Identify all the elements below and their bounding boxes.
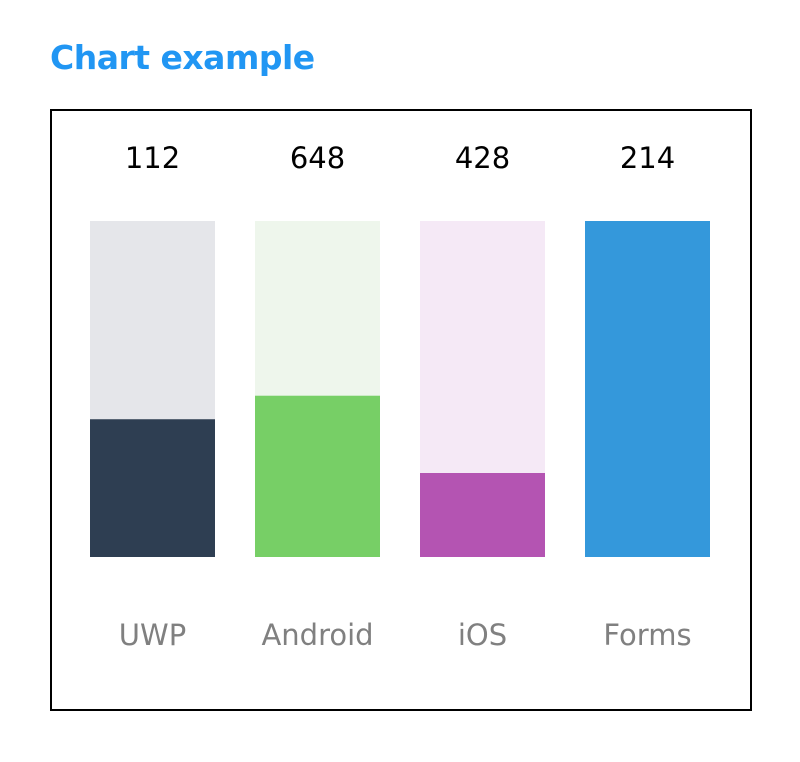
category-label-android: Android: [261, 618, 373, 652]
category-label-forms: Forms: [603, 618, 691, 652]
value-label-uwp: 112: [125, 141, 180, 175]
page-title: Chart example: [50, 38, 315, 77]
bar-chart: 112 UWP 648 Android 428 iOS 214 Forms: [90, 141, 710, 652]
category-label-ios: iOS: [458, 618, 507, 652]
category-label-uwp: UWP: [119, 618, 186, 652]
value-label-ios: 428: [455, 141, 510, 175]
bar-fill-forms: [585, 221, 710, 557]
chart-frame: 112 UWP 648 Android 428 iOS 214 Forms: [50, 109, 752, 711]
value-label-android: 648: [290, 141, 345, 175]
value-label-forms: 214: [620, 141, 675, 175]
bar-fill-uwp: [90, 419, 215, 557]
bar-fill-ios: [420, 473, 545, 557]
bar-fill-android: [255, 395, 380, 557]
